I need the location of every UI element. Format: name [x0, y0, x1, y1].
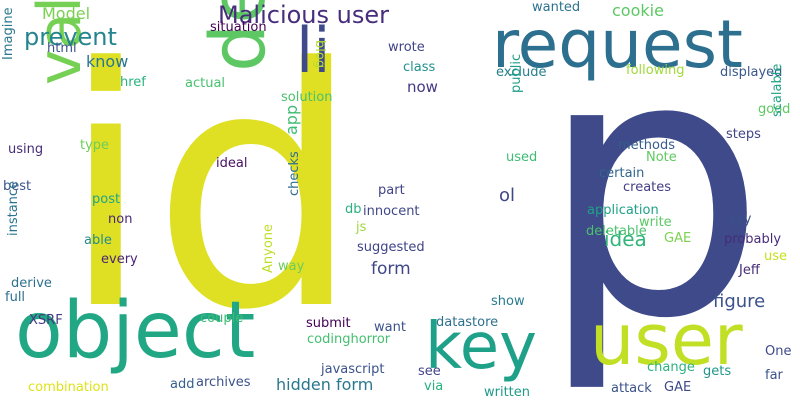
- word: displayed: [720, 65, 783, 80]
- word: far: [765, 368, 783, 383]
- word: archives: [196, 375, 251, 390]
- word: good: [758, 102, 791, 117]
- word: post: [92, 192, 121, 207]
- word: class: [403, 60, 436, 75]
- word: Malicious user: [218, 1, 389, 29]
- word: derive: [11, 276, 52, 291]
- word: change: [647, 360, 695, 375]
- word: want: [374, 320, 406, 335]
- word: li: [296, 14, 331, 87]
- word: prevent: [24, 23, 117, 51]
- word: GAE: [664, 231, 692, 246]
- word: cookie: [612, 1, 664, 20]
- word: write: [639, 215, 672, 230]
- word: wanted: [532, 0, 581, 15]
- word: href: [120, 75, 146, 90]
- word: exclude: [496, 65, 547, 80]
- word: solution: [281, 90, 333, 105]
- word: couple: [200, 311, 244, 326]
- word: public: [509, 53, 524, 93]
- word: full: [5, 290, 26, 305]
- word: GAE: [664, 380, 692, 395]
- word: p: [538, 0, 767, 397]
- word: show: [491, 294, 525, 309]
- word: hidden form: [276, 375, 374, 394]
- word: deletable: [586, 224, 647, 239]
- word: following: [626, 63, 685, 78]
- word: suggested: [357, 240, 425, 255]
- word: used: [506, 150, 538, 165]
- word: steps: [726, 127, 761, 142]
- word: innocent: [363, 204, 420, 219]
- word: creates: [623, 180, 672, 195]
- word: javascript: [321, 362, 385, 377]
- word: app: [282, 104, 301, 135]
- word: use: [764, 249, 788, 264]
- word: ideal: [216, 156, 248, 171]
- word: form: [371, 259, 411, 279]
- word: datastore: [436, 315, 499, 330]
- word: way: [278, 259, 305, 274]
- word: methods: [618, 138, 675, 153]
- word: say: [729, 212, 752, 227]
- word: js: [356, 220, 367, 235]
- word: XSRF: [29, 313, 63, 328]
- word: gets: [703, 364, 732, 379]
- word: written: [484, 385, 531, 400]
- word: ol: [499, 185, 516, 206]
- word: One: [765, 344, 792, 359]
- word: request: [492, 6, 743, 83]
- word: user: [590, 299, 743, 381]
- word: object: [15, 286, 256, 376]
- word: instance: [6, 180, 21, 236]
- word: know: [86, 52, 129, 71]
- word: Jeff: [739, 263, 760, 278]
- word: type: [80, 138, 110, 153]
- word: actual: [185, 76, 226, 91]
- word: scalable: [770, 63, 785, 117]
- word: every: [101, 252, 138, 267]
- word: application: [587, 203, 659, 218]
- word: key: [425, 310, 538, 384]
- word: using: [8, 142, 44, 157]
- word: able: [84, 233, 112, 248]
- word: now: [407, 78, 438, 96]
- word: add: [170, 377, 195, 392]
- word: figure: [713, 291, 766, 312]
- word: via: [424, 379, 444, 394]
- word: part: [378, 183, 405, 198]
- word: idea: [604, 227, 647, 251]
- word: Anyone: [261, 223, 276, 273]
- word: probably: [724, 232, 782, 247]
- word: id: [60, 0, 362, 382]
- word: html: [47, 41, 77, 56]
- word: see: [418, 364, 441, 379]
- word: db: [345, 202, 362, 217]
- word: non: [108, 212, 133, 227]
- word: combination: [28, 380, 109, 395]
- word: submit: [306, 316, 351, 331]
- word: blog: [312, 40, 327, 69]
- word: checks: [287, 151, 302, 196]
- word: situation: [210, 20, 267, 35]
- word: attack: [611, 381, 652, 396]
- word: best: [3, 179, 32, 194]
- word: wrote: [388, 40, 425, 55]
- word: Note: [646, 150, 677, 165]
- word: Model: [42, 4, 91, 23]
- word: codinghorror: [307, 332, 391, 347]
- word: certain: [599, 166, 645, 181]
- word: Imagine: [1, 7, 16, 60]
